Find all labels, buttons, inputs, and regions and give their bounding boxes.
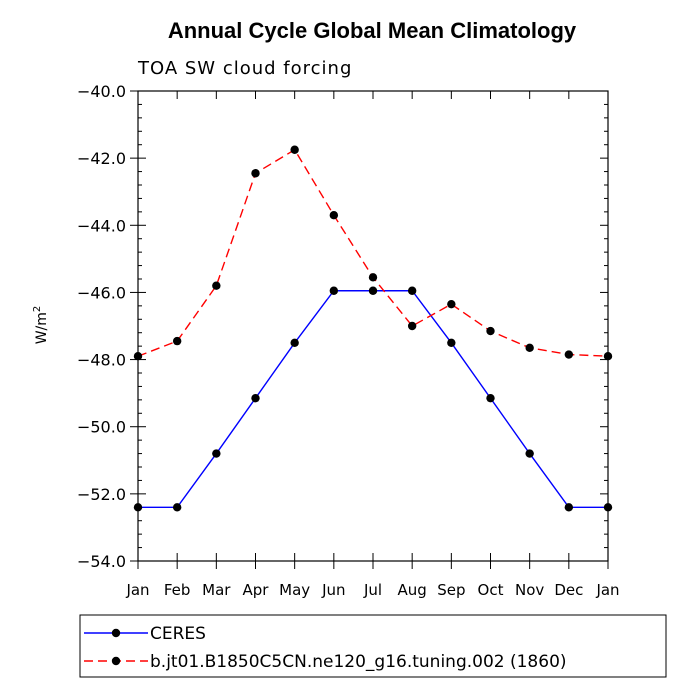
data-point (290, 145, 299, 154)
x-tick-label: Feb (164, 581, 191, 599)
legend-label: b.jt01.B1850C5CN.ne120_g16.tuning.002 (1… (150, 652, 567, 672)
x-tick-label: Jan (595, 581, 619, 599)
svg-text:W/m2: W/m2 (32, 306, 50, 345)
data-point (251, 169, 260, 178)
plot-axes (137, 90, 609, 562)
data-point (212, 281, 221, 290)
legend-swatch-marker (111, 656, 121, 666)
series-1 (133, 145, 613, 361)
series-line (138, 290, 608, 508)
data-point (525, 343, 534, 353)
data-point (603, 503, 613, 512)
y-tick-label: −54.0 (77, 552, 126, 571)
legend-item: CERES (84, 624, 206, 644)
x-tick-label: Oct (478, 581, 504, 599)
data-point (290, 338, 299, 347)
x-tick-label: Aug (398, 581, 427, 599)
series-layer (133, 145, 613, 512)
data-point (172, 336, 182, 346)
data-point (172, 503, 182, 512)
y-axis-label-base: W/m (34, 312, 50, 344)
data-point (329, 211, 339, 220)
data-point (407, 286, 417, 295)
y-axis-label-sup: 2 (32, 306, 43, 312)
x-tick-label: May (279, 581, 310, 599)
x-tick-label: Jul (363, 581, 382, 599)
legend-box (79, 614, 667, 678)
data-point (212, 449, 221, 458)
legend-label: CERES (150, 624, 206, 644)
data-point (133, 352, 143, 361)
data-point (251, 393, 260, 403)
x-tick-label: Jun (321, 581, 345, 599)
y-axis-ticks: −54.0 −52.0 −50.0 −48.0 −46.0 −44.0 −42.0 −40.0 (77, 82, 608, 571)
x-axis-ticks: Jan Feb Mar Apr May Jun Jul Aug Sep Oct Nov Dec Jan (125, 91, 620, 599)
legend-item: b.jt01.B1850C5CN.ne120_g16.tuning.002 (1… (84, 652, 567, 672)
y-tick-label: −40.0 (77, 82, 126, 101)
series-0 (133, 286, 613, 512)
x-tick-label: Mar (202, 581, 231, 599)
x-tick-label: Jan (125, 581, 149, 599)
data-point (368, 273, 378, 282)
x-tick-label: Nov (515, 581, 544, 599)
y-tick-label: −48.0 (77, 351, 126, 370)
data-point (525, 449, 534, 458)
y-tick-label: −46.0 (77, 283, 126, 302)
data-point (564, 503, 574, 512)
data-point (486, 393, 495, 403)
data-point (486, 326, 495, 336)
y-tick-label: −44.0 (77, 216, 126, 235)
data-point (564, 350, 574, 359)
legend-swatch-marker (111, 628, 121, 638)
chart-subtitle: TOA SW cloud forcing (137, 58, 352, 79)
y-tick-label: −42.0 (77, 149, 126, 168)
y-tick-label: −52.0 (77, 485, 126, 504)
series-line (137, 148, 609, 357)
x-tick-label: Apr (243, 581, 270, 599)
data-point (447, 338, 456, 347)
y-axis-label: W/m2 (32, 306, 50, 345)
data-point (133, 503, 143, 512)
chart-title: Annual Cycle Global Mean Climatology (168, 18, 577, 43)
x-tick-label: Sep (437, 581, 465, 599)
plot-frame (137, 90, 609, 562)
data-point (447, 299, 456, 309)
data-point (368, 286, 378, 295)
y-tick-label: −50.0 (77, 418, 126, 437)
legend: CERES b.jt01.B1850C5CN.ne120_g16.tuning.0… (79, 614, 667, 678)
data-point (603, 352, 613, 361)
data-point (407, 321, 417, 331)
x-tick-label: Dec (554, 581, 583, 599)
data-point (329, 286, 339, 295)
